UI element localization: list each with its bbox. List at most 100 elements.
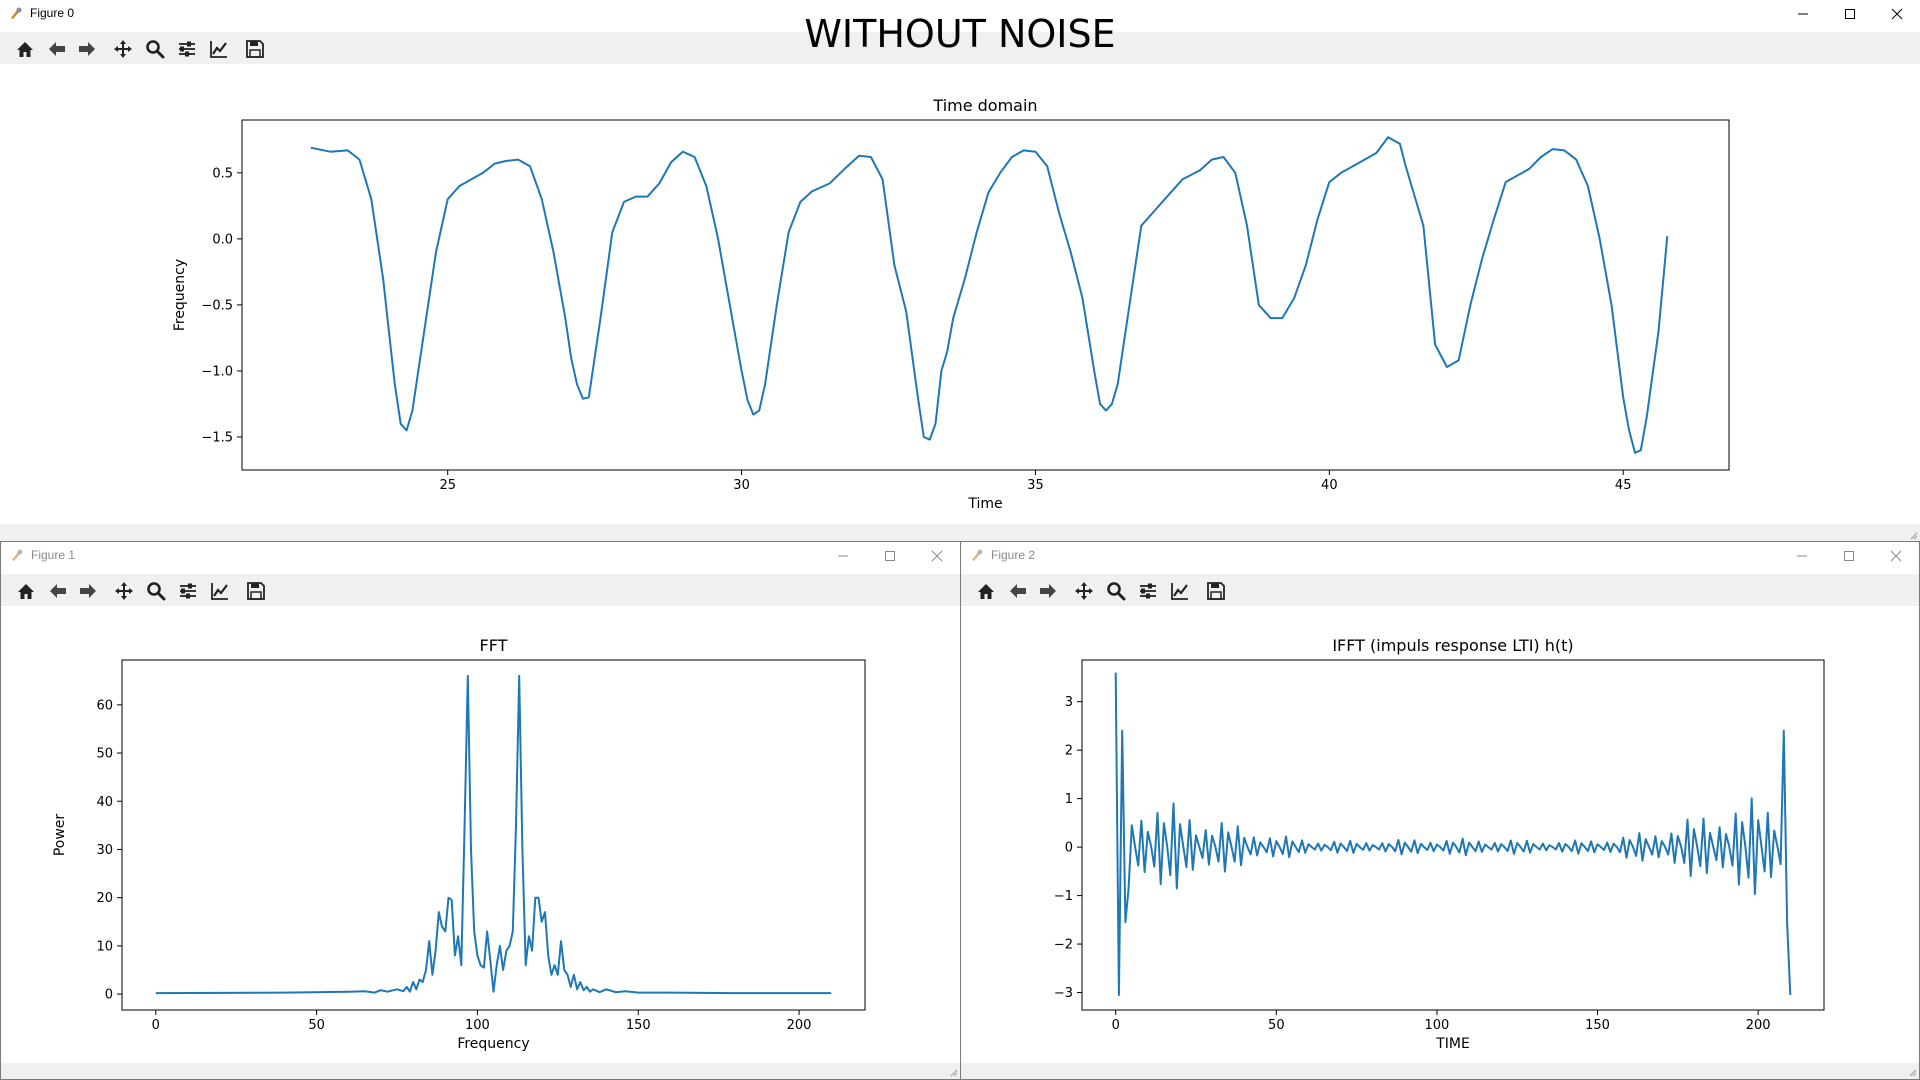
axes-frame [241, 119, 1730, 471]
back-arrow-icon [1010, 584, 1026, 598]
forward-arrow-tool-button[interactable] [75, 578, 101, 604]
zoom-tool-button[interactable] [142, 36, 168, 62]
back-arrow-tool-button[interactable] [45, 578, 71, 604]
y-tick-label: −2 [1054, 938, 1073, 953]
minimize-button[interactable] [1780, 0, 1826, 28]
home-icon [18, 584, 34, 599]
time-domain-chart[interactable]: 25 30 35 40 45 0.5 0.0 −0.5 −1.0 −1.5 Time domain T… [0, 64, 1920, 524]
subplots-config-tool-button[interactable] [174, 36, 200, 62]
figure-1-window: Figure 1 0 50 100 150 200 0 10 20 30 40 50 60 FFT Fre… [0, 541, 961, 1080]
forward-arrow-tool-button[interactable] [1035, 578, 1061, 604]
back-arrow-tool-button[interactable] [44, 36, 70, 62]
x-axis-label: TIME [1435, 1036, 1470, 1052]
resize-grip-icon[interactable] [948, 1067, 958, 1077]
navigation-toolbar [961, 574, 1919, 606]
y-tick-label: 0 [1065, 841, 1073, 856]
navigation-toolbar [0, 32, 1920, 64]
y-tick-label: 40 [96, 795, 113, 810]
chart-title: FFT [480, 636, 508, 655]
title-bar[interactable]: Figure 0 [0, 0, 1920, 28]
maximize-icon [1844, 551, 1854, 561]
edit-axis-tool-button[interactable] [1167, 578, 1193, 604]
x-tick-label: 0 [152, 1018, 160, 1033]
save-icon [247, 582, 265, 600]
forward-arrow-icon [80, 584, 96, 598]
pan-move-tool-button[interactable] [110, 36, 136, 62]
edit-axis-tool-button[interactable] [207, 578, 233, 604]
save-tool-button[interactable] [242, 36, 268, 62]
save-tool-button[interactable] [1203, 578, 1229, 604]
x-tick-label: 150 [626, 1018, 651, 1033]
y-tick-label: 0.5 [212, 166, 233, 181]
minimize-button[interactable] [1779, 542, 1825, 570]
zoom-icon [1107, 582, 1126, 601]
pan-move-icon [1075, 582, 1093, 600]
close-button[interactable] [1874, 0, 1920, 28]
zoom-icon [146, 40, 165, 59]
x-axis-label: Frequency [457, 1036, 529, 1052]
y-tick-label: 0.0 [212, 232, 233, 247]
title-bar[interactable]: Figure 2 [961, 542, 1919, 570]
maximize-icon [1845, 9, 1855, 19]
x-tick-label: 0 [1112, 1018, 1120, 1033]
forward-arrow-icon [79, 42, 95, 56]
title-bar[interactable]: Figure 1 [1, 542, 960, 570]
forward-arrow-tool-button[interactable] [74, 36, 100, 62]
back-arrow-tool-button[interactable] [1005, 578, 1031, 604]
pan-move-icon [114, 40, 132, 58]
series-line [155, 674, 832, 995]
x-tick-label: 35 [1027, 478, 1044, 493]
maximize-button[interactable] [1827, 0, 1873, 28]
maximize-button[interactable] [1826, 542, 1872, 570]
app-icon [11, 7, 22, 19]
pan-move-tool-button[interactable] [1071, 578, 1097, 604]
app-icon [972, 549, 983, 561]
app-icon [12, 549, 23, 561]
series-line [1114, 672, 1792, 996]
plot-area[interactable]: 25 30 35 40 45 0.5 0.0 −0.5 −1.0 −1.5 Time domain T… [0, 64, 1920, 524]
close-button[interactable] [914, 542, 960, 570]
x-tick-label: 200 [1746, 1018, 1771, 1033]
resize-grip-icon[interactable] [1907, 1067, 1917, 1077]
y-tick-label: 30 [96, 843, 113, 858]
y-tick-label: 2 [1065, 744, 1073, 759]
edit-axis-tool-button[interactable] [206, 36, 232, 62]
save-tool-button[interactable] [243, 578, 269, 604]
chart-title: IFFT (impuls response LTI) h(t) [1332, 636, 1573, 655]
fft-chart[interactable]: 0 50 100 150 200 0 10 20 30 40 50 60 FFT Frequency Pow… [1, 606, 960, 1064]
ifft-chart[interactable]: 0 50 100 150 200 3 2 1 0 −1 −2 −3 IFFT (impuls respo… [961, 606, 1919, 1064]
y-tick-label: −0.5 [201, 298, 233, 313]
x-tick-label: 45 [1615, 478, 1632, 493]
pan-move-icon [115, 582, 133, 600]
home-tool-button[interactable] [13, 578, 39, 604]
figure-2-window: Figure 2 0 50 100 150 200 3 2 1 0 −1 −2 −3 IFFT (imp… [960, 541, 1920, 1080]
window-title: Figure 2 [991, 548, 1036, 562]
subplots-config-tool-button[interactable] [175, 578, 201, 604]
subplots-config-tool-button[interactable] [1135, 578, 1161, 604]
y-tick-label: 20 [96, 891, 113, 906]
plot-area[interactable]: 0 50 100 150 200 3 2 1 0 −1 −2 −3 IFFT (impuls respo… [961, 606, 1919, 1064]
y-tick-label: 50 [96, 747, 113, 762]
zoom-tool-button[interactable] [1103, 578, 1129, 604]
y-tick-label: 1 [1065, 792, 1073, 807]
plot-area[interactable]: 0 50 100 150 200 0 10 20 30 40 50 60 FFT Frequency Pow… [1, 606, 960, 1064]
close-icon [1891, 8, 1903, 20]
y-tick-label: 60 [96, 698, 113, 713]
resize-grip-icon[interactable] [1908, 530, 1918, 540]
back-arrow-icon [50, 584, 66, 598]
y-tick-label: 10 [96, 939, 113, 954]
close-icon [1890, 550, 1902, 562]
minimize-button[interactable] [820, 542, 866, 570]
home-tool-button[interactable] [12, 36, 38, 62]
zoom-tool-button[interactable] [143, 578, 169, 604]
home-tool-button[interactable] [973, 578, 999, 604]
pan-move-tool-button[interactable] [111, 578, 137, 604]
y-tick-label: 3 [1065, 695, 1073, 710]
close-button[interactable] [1873, 542, 1919, 570]
x-tick-label: 25 [439, 478, 456, 493]
subplots-config-icon [1140, 583, 1156, 599]
figure-suptitle: WITHOUT NOISE [804, 12, 1116, 56]
close-icon [931, 550, 943, 562]
maximize-button[interactable] [867, 542, 913, 570]
axes-frame [1081, 659, 1825, 1011]
